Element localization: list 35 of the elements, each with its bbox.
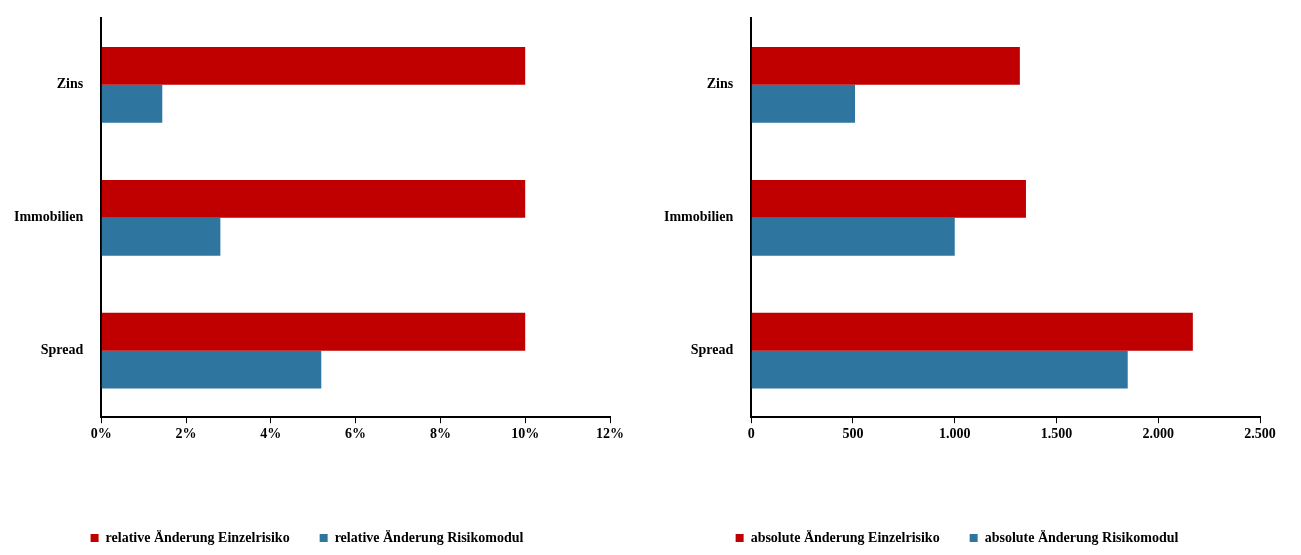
y-tick-label: Immobilien [663, 209, 734, 225]
bar [101, 179, 526, 218]
bar [101, 84, 163, 123]
bar [101, 350, 322, 389]
legend-label: relative Änderung Einzelrisiko [105, 529, 290, 545]
x-tick-label: 2% [175, 426, 197, 442]
bar [751, 179, 1026, 218]
bar [101, 312, 526, 351]
x-tick-label: 500 [842, 426, 864, 442]
x-tick-label: 12% [596, 426, 624, 442]
bar [101, 46, 526, 85]
bar [751, 312, 1193, 351]
x-tick-label: 4% [260, 426, 282, 442]
bar [751, 350, 1128, 389]
x-tick-label: 8% [429, 426, 451, 442]
y-tick-label: Spread [690, 342, 734, 358]
x-tick-label: 0% [90, 426, 112, 442]
y-tick-label: Immobilien [13, 209, 84, 225]
x-tick-label: 10% [511, 426, 540, 442]
x-tick-label: 6% [345, 426, 367, 442]
bar [751, 46, 1020, 85]
legend-label: absolute Änderung Einzelrisiko [750, 529, 940, 545]
bar [101, 217, 221, 256]
bar [751, 217, 955, 256]
bar [751, 84, 856, 123]
x-tick-label: 0 [747, 426, 755, 442]
x-tick-label: 1.000 [938, 426, 971, 442]
x-tick-label: 1.500 [1040, 426, 1073, 442]
y-tick-label: Zins [706, 76, 734, 92]
x-tick-label: 2.500 [1244, 426, 1276, 442]
x-tick-label: 2.000 [1142, 426, 1174, 442]
y-tick-label: Spread [40, 342, 84, 358]
y-tick-label: Zins [56, 76, 84, 92]
legend-label: absolute Änderung Risikomodul [984, 529, 1179, 545]
legend-label: relative Änderung Risikomodul [334, 529, 524, 545]
